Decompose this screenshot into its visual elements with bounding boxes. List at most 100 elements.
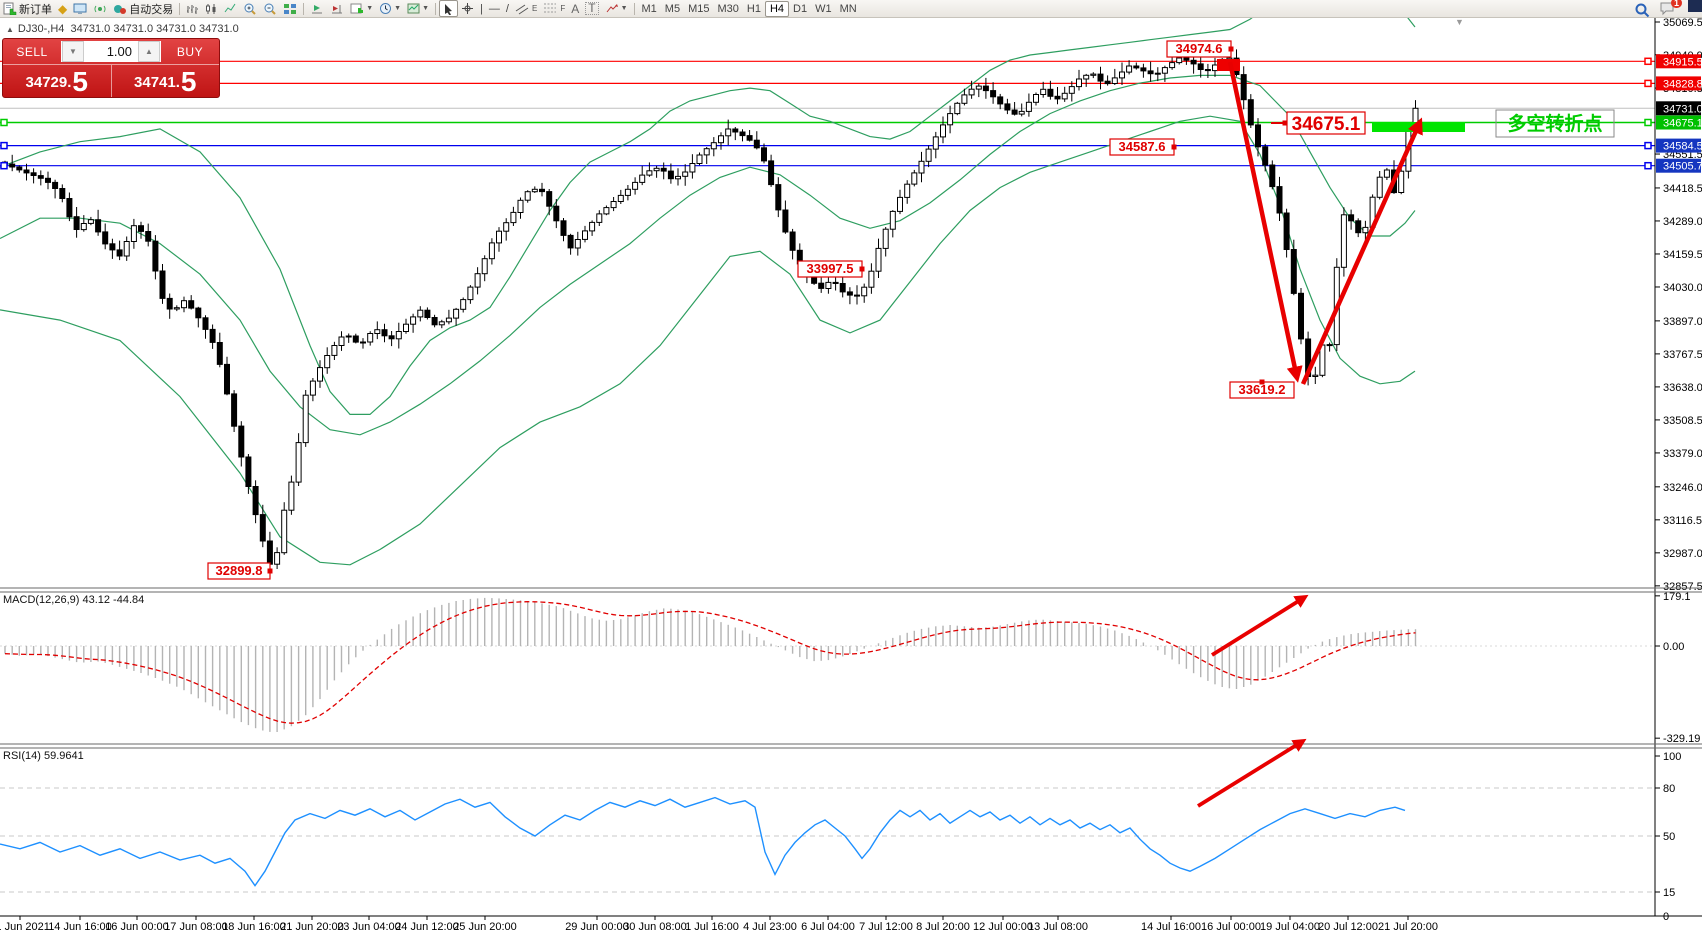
trend-arrows[interactable] xyxy=(1227,61,1423,385)
tab-mn[interactable]: MN xyxy=(839,2,857,15)
svg-text:30 Jun 08:00: 30 Jun 08:00 xyxy=(623,921,687,933)
tile-windows-button[interactable] xyxy=(280,1,300,16)
svg-text:34289.0: 34289.0 xyxy=(1663,216,1702,228)
collapse-arrow-icon[interactable]: ▲ xyxy=(6,25,14,34)
horizontal-line-tool[interactable]: — xyxy=(486,1,503,16)
svg-text:33638.0: 33638.0 xyxy=(1663,382,1702,394)
text-tool[interactable]: A xyxy=(568,1,582,16)
candle-chart-button[interactable] xyxy=(202,1,221,16)
autotrade-label: 自动交易 xyxy=(129,3,174,16)
templates-button[interactable]: ▼ xyxy=(404,1,432,16)
svg-text:6 Jul 04:00: 6 Jul 04:00 xyxy=(801,921,855,933)
text-label-tool[interactable]: T xyxy=(582,1,601,16)
sell-price-frac: 5 xyxy=(72,66,88,97)
tab-d1[interactable]: D1 xyxy=(793,2,808,15)
svg-text:32899.8: 32899.8 xyxy=(216,563,263,578)
svg-text:35069.5: 35069.5 xyxy=(1663,17,1702,29)
autotrade-button[interactable]: 自动交易 xyxy=(110,1,176,16)
svg-text:多空转折点: 多空转折点 xyxy=(1507,112,1602,135)
svg-text:34584.5: 34584.5 xyxy=(1663,141,1702,153)
svg-text:34915.5: 34915.5 xyxy=(1663,56,1702,68)
dropdown-arrow-icon: ▼ xyxy=(620,5,628,12)
line-handles[interactable] xyxy=(0,57,1652,170)
buy-button[interactable]: BUY xyxy=(176,44,204,59)
cn-note[interactable]: 多空转折点 xyxy=(1495,109,1615,138)
channel-tool[interactable]: E xyxy=(512,1,540,16)
new-order-button[interactable]: 新订单 xyxy=(0,1,55,16)
zoom-in-button[interactable] xyxy=(240,1,260,16)
auto-scroll-button[interactable] xyxy=(307,1,327,16)
channel-letter: E xyxy=(531,4,538,13)
price-axis[interactable]: 35069.534940.934810.334551.534418.534289… xyxy=(1654,16,1702,916)
svg-text:33116.5: 33116.5 xyxy=(1663,515,1702,527)
svg-text:34159.5: 34159.5 xyxy=(1663,249,1702,261)
svg-text:33246.0: 33246.0 xyxy=(1663,482,1702,494)
gold-diamond-button[interactable]: ◆ xyxy=(55,1,70,16)
svg-text:32987.0: 32987.0 xyxy=(1663,548,1702,560)
tab-h1[interactable]: H1 xyxy=(746,2,761,15)
bar-chart-button[interactable] xyxy=(183,1,202,16)
vertical-line-tool[interactable]: | xyxy=(477,1,486,16)
volume-input[interactable]: 1.00 xyxy=(106,44,132,59)
svg-text:17 Jun 08:00: 17 Jun 08:00 xyxy=(164,921,228,933)
tab-m5[interactable]: M5 xyxy=(664,2,681,15)
signal-button[interactable] xyxy=(90,1,110,16)
toolbar-separator xyxy=(303,2,305,15)
svg-text:14 Jul 16:00: 14 Jul 16:00 xyxy=(1141,921,1201,933)
trendline-tool[interactable]: / xyxy=(503,1,512,16)
svg-text:8 Jul 20:00: 8 Jul 20:00 xyxy=(916,921,970,933)
svg-text:4 Jul 23:00: 4 Jul 23:00 xyxy=(743,921,797,933)
price-badge: 34828.8 xyxy=(1656,76,1702,91)
svg-text:34974.6: 34974.6 xyxy=(1176,41,1223,56)
fibonacci-icon xyxy=(544,3,557,13)
autotrade-icon xyxy=(114,5,127,14)
market-watch-button[interactable] xyxy=(70,1,90,16)
svg-text:7 Jul 12:00: 7 Jul 12:00 xyxy=(859,921,913,933)
search-icon[interactable] xyxy=(1635,3,1651,18)
chart-title-bar: ▲ DJ30-,H4 34731.0 34731.0 34731.0 34731.… xyxy=(6,23,239,35)
fibonacci-tool[interactable]: F xyxy=(540,1,568,16)
svg-text:RSI(14) 59.9641: RSI(14) 59.9641 xyxy=(3,750,84,762)
tab-w1[interactable]: W1 xyxy=(815,2,832,15)
toolbar-separator xyxy=(179,2,181,15)
svg-text:34587.6: 34587.6 xyxy=(1119,139,1166,154)
fibo-letter: F xyxy=(560,4,566,13)
tab-m30[interactable]: M30 xyxy=(717,2,739,15)
svg-text:34505.7: 34505.7 xyxy=(1663,161,1702,173)
svg-text:33619.2: 33619.2 xyxy=(1239,382,1286,397)
horizontal-line-icon: — xyxy=(488,2,500,15)
sell-button[interactable]: SELL xyxy=(16,44,48,59)
svg-text:0: 0 xyxy=(1663,911,1669,923)
notifications-button[interactable]: 1 xyxy=(1659,0,1682,19)
price-annotations[interactable]: 34974.6 34675.1 34587.6 33997.5 33619.2 32899… xyxy=(207,40,1366,580)
periods-button[interactable]: ▼ xyxy=(376,1,404,16)
crosshair-tool[interactable] xyxy=(458,1,477,16)
sell-price[interactable]: 34729. 5 xyxy=(3,65,112,97)
svg-text:80: 80 xyxy=(1663,783,1675,795)
indicators-button[interactable]: ▼ xyxy=(347,1,376,16)
volume-decrease-button[interactable]: ▼ xyxy=(62,41,84,62)
bar-chart-icon xyxy=(187,4,199,14)
svg-text:18 Jun 16:00: 18 Jun 16:00 xyxy=(222,921,286,933)
new-order-icon xyxy=(3,2,17,15)
buy-price[interactable]: 34741. 5 xyxy=(134,66,197,97)
svg-text:16 Jun 00:00: 16 Jun 00:00 xyxy=(105,921,169,933)
chart-shift-button[interactable] xyxy=(327,1,347,16)
tab-h4[interactable]: H4 xyxy=(764,0,789,17)
arrows-tool[interactable]: ▼ xyxy=(602,1,631,16)
svg-text:179.1: 179.1 xyxy=(1663,591,1691,603)
tab-m15[interactable]: M15 xyxy=(688,2,710,15)
price-badge: 34584.5 xyxy=(1656,138,1702,153)
svg-text:15: 15 xyxy=(1663,887,1675,899)
volume-increase-button[interactable]: ▲ xyxy=(138,41,160,62)
notification-badge: 1 xyxy=(1670,0,1682,8)
tab-m1[interactable]: M1 xyxy=(641,2,657,15)
cursor-tool[interactable] xyxy=(439,0,459,17)
toolbar-separator xyxy=(633,2,635,15)
zoom-out-button[interactable] xyxy=(260,1,280,16)
new-order-label: 新订单 xyxy=(19,3,52,16)
svg-text:34030.0: 34030.0 xyxy=(1663,282,1702,294)
line-chart-button[interactable] xyxy=(221,1,240,16)
